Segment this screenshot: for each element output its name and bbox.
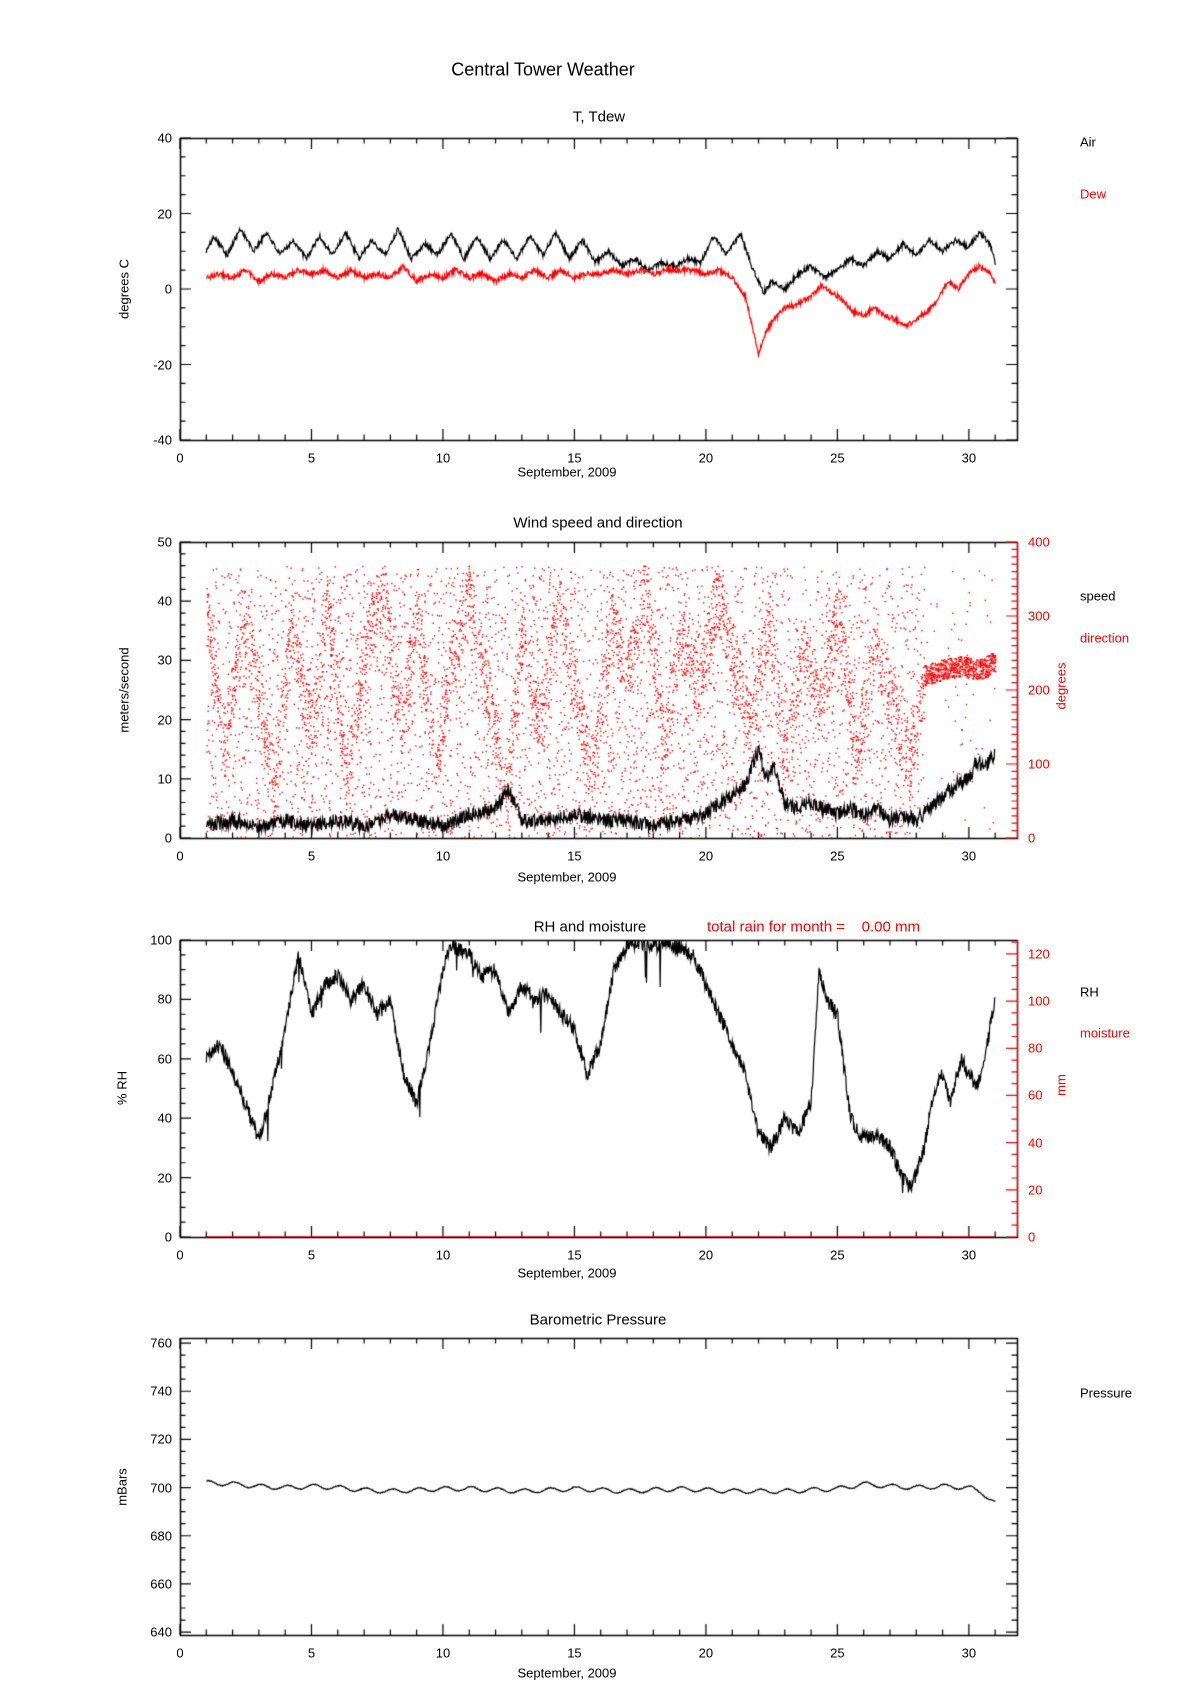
y-tick-label: 680	[150, 1528, 172, 1544]
yaxis-label-mbars: mBars	[114, 1468, 130, 1506]
x-tick-label: 20	[698, 1247, 714, 1263]
right-tick-label: 0	[1028, 1229, 1036, 1245]
legend-pressure: Pressure	[1080, 1385, 1133, 1401]
xaxis-label-humidity: September, 2009	[517, 1265, 617, 1281]
page-title: Central Tower Weather	[451, 59, 635, 80]
y-tick-label: 20	[157, 1170, 172, 1186]
right-tick-label: 60	[1028, 1087, 1043, 1103]
plot-title-pressure: Barometric Pressure	[529, 1311, 667, 1329]
right-tick-label: 20	[1028, 1182, 1043, 1198]
y-tick-label: 0	[164, 830, 172, 846]
x-tick-label: 15	[567, 1645, 582, 1661]
xaxis-label-temperature: September, 2009	[517, 464, 617, 480]
x-tick-label: 5	[307, 1247, 316, 1263]
y-tick-label: 20	[157, 712, 172, 728]
y-tick-label: -40	[153, 432, 172, 448]
xaxis-label-wind: September, 2009	[517, 869, 617, 885]
right-tick-label: 100	[1028, 993, 1050, 1009]
y-tick-label: 660	[150, 1576, 172, 1592]
x-tick-label: 20	[698, 1645, 714, 1661]
y-tick-label: -20	[153, 357, 172, 372]
right-tick-label: 80	[1028, 1040, 1043, 1056]
legend-air: Air	[1080, 134, 1096, 150]
x-tick-label: 0	[176, 450, 184, 466]
y-tick-label: 40	[157, 1110, 172, 1126]
x-tick-label: 0	[176, 1645, 184, 1661]
y-tick-label: 20	[157, 206, 172, 221]
y-tick-label: 740	[150, 1383, 172, 1399]
right-axis-label-wind-degrees: degrees	[1053, 662, 1069, 710]
legend-speed: speed	[1080, 588, 1116, 604]
legend-moisture: moisture	[1080, 1025, 1130, 1041]
legend-direction: direction	[1080, 630, 1130, 646]
plot-title-wind: Wind speed and direction	[513, 514, 683, 532]
x-tick-label: 5	[307, 1645, 316, 1661]
rain-total-annotation: total rain for month = 0.00 mm	[707, 918, 921, 936]
xaxis-label-pressure: September, 2009	[517, 1665, 617, 1681]
yaxis-label-degrees-c: degrees C	[116, 259, 132, 319]
x-tick-label: 10	[435, 848, 451, 864]
y-tick-label: 80	[157, 991, 172, 1007]
x-tick-label: 15	[567, 450, 582, 466]
legend-dew: Dew	[1080, 186, 1107, 202]
x-tick-label: 25	[830, 1645, 845, 1661]
y-tick-label: 0	[164, 1229, 172, 1245]
x-tick-label: 20	[698, 450, 714, 466]
y-tick-label: 30	[157, 652, 172, 668]
right-tick-label: 120	[1028, 946, 1050, 962]
yaxis-label-percent-rh: % RH	[114, 1071, 130, 1105]
yaxis-label-meters-second: meters/second	[116, 647, 132, 733]
right-tick-label: 0	[1028, 830, 1036, 846]
x-tick-label: 0	[176, 1247, 184, 1263]
y-tick-label: 50	[157, 534, 172, 550]
x-tick-label: 15	[567, 1247, 582, 1263]
y-tick-label: 40	[157, 130, 172, 146]
x-tick-label: 10	[435, 450, 451, 466]
y-tick-label: 100	[150, 932, 172, 948]
x-tick-label: 25	[830, 848, 845, 864]
x-tick-label: 30	[961, 1645, 977, 1661]
x-tick-label: 10	[435, 1645, 451, 1661]
y-tick-label: 10	[157, 771, 172, 787]
right-tick-label: 300	[1028, 608, 1050, 624]
y-tick-label: 700	[150, 1480, 172, 1496]
x-tick-label: 5	[307, 450, 316, 466]
plot-title-humidity: RH and moisture	[533, 918, 647, 936]
x-tick-label: 30	[961, 1247, 977, 1263]
right-tick-label: 100	[1028, 756, 1050, 772]
x-tick-label: 5	[307, 848, 316, 864]
x-tick-label: 15	[567, 848, 582, 864]
x-tick-label: 30	[961, 848, 977, 864]
x-tick-label: 0	[176, 848, 184, 864]
right-tick-label: 40	[1028, 1135, 1043, 1151]
right-axis-label-moisture-mm: mm	[1053, 1074, 1069, 1096]
y-tick-label: 760	[150, 1335, 172, 1351]
y-tick-label: 720	[150, 1431, 172, 1447]
x-tick-label: 25	[830, 1247, 845, 1263]
x-tick-label: 30	[961, 450, 977, 466]
y-tick-label: 60	[157, 1051, 172, 1067]
x-tick-label: 10	[435, 1247, 451, 1263]
right-tick-label: 400	[1028, 534, 1050, 550]
y-tick-label: 0	[164, 281, 172, 297]
y-tick-label: 40	[157, 593, 172, 609]
y-tick-label: 640	[150, 1624, 172, 1640]
x-tick-label: 20	[698, 848, 714, 864]
plot-title-temperature: T, Tdew	[572, 108, 626, 126]
right-tick-label: 200	[1028, 682, 1050, 698]
x-tick-label: 25	[830, 450, 845, 466]
legend-rh: RH	[1080, 984, 1099, 1000]
